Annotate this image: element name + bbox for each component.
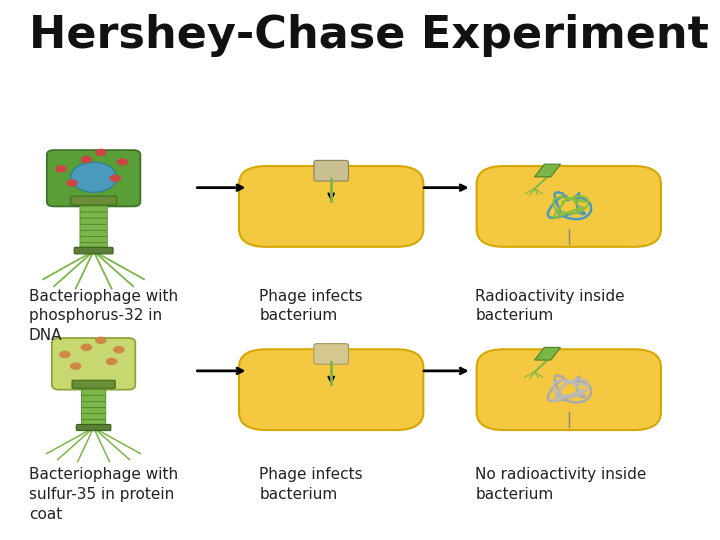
Text: Bacteriophage with
sulfur-35 in protein
coat: Bacteriophage with sulfur-35 in protein … xyxy=(29,467,178,522)
Text: Radioactivity inside
bacterium: Radioactivity inside bacterium xyxy=(475,289,625,323)
FancyBboxPatch shape xyxy=(477,166,661,247)
FancyBboxPatch shape xyxy=(239,166,423,247)
FancyBboxPatch shape xyxy=(80,231,107,237)
Circle shape xyxy=(55,165,67,173)
Circle shape xyxy=(109,174,121,182)
FancyBboxPatch shape xyxy=(80,224,107,231)
Circle shape xyxy=(95,148,107,156)
FancyBboxPatch shape xyxy=(80,212,107,218)
FancyBboxPatch shape xyxy=(52,338,135,390)
Circle shape xyxy=(117,158,128,166)
FancyBboxPatch shape xyxy=(314,343,348,364)
Circle shape xyxy=(59,350,71,358)
FancyBboxPatch shape xyxy=(80,206,107,212)
Circle shape xyxy=(81,156,92,163)
Circle shape xyxy=(66,179,78,187)
FancyBboxPatch shape xyxy=(477,349,661,430)
FancyBboxPatch shape xyxy=(76,424,111,430)
Circle shape xyxy=(95,336,107,344)
FancyBboxPatch shape xyxy=(47,150,140,206)
FancyBboxPatch shape xyxy=(80,242,107,249)
Text: Bacteriophage with
phosphorus-32 in
DNA: Bacteriophage with phosphorus-32 in DNA xyxy=(29,289,178,343)
Text: Phage infects
bacterium: Phage infects bacterium xyxy=(259,289,363,323)
Text: Hershey-Chase Experiment: Hershey-Chase Experiment xyxy=(29,14,708,57)
FancyBboxPatch shape xyxy=(81,408,106,414)
Circle shape xyxy=(113,346,125,354)
FancyBboxPatch shape xyxy=(81,420,106,426)
Circle shape xyxy=(106,357,117,365)
FancyBboxPatch shape xyxy=(239,349,423,430)
FancyBboxPatch shape xyxy=(72,380,115,388)
Text: No radioactivity inside
bacterium: No radioactivity inside bacterium xyxy=(475,467,647,502)
FancyBboxPatch shape xyxy=(81,389,106,395)
FancyBboxPatch shape xyxy=(81,395,106,401)
Polygon shape xyxy=(534,347,560,360)
Circle shape xyxy=(81,343,92,351)
FancyBboxPatch shape xyxy=(74,247,113,254)
Polygon shape xyxy=(534,164,560,177)
FancyBboxPatch shape xyxy=(81,414,106,420)
FancyBboxPatch shape xyxy=(80,237,107,242)
Circle shape xyxy=(71,163,117,192)
FancyBboxPatch shape xyxy=(71,196,117,205)
Text: Phage infects
bacterium: Phage infects bacterium xyxy=(259,467,363,502)
FancyBboxPatch shape xyxy=(81,401,106,408)
Circle shape xyxy=(70,362,81,370)
FancyBboxPatch shape xyxy=(80,218,107,224)
FancyBboxPatch shape xyxy=(314,160,348,181)
